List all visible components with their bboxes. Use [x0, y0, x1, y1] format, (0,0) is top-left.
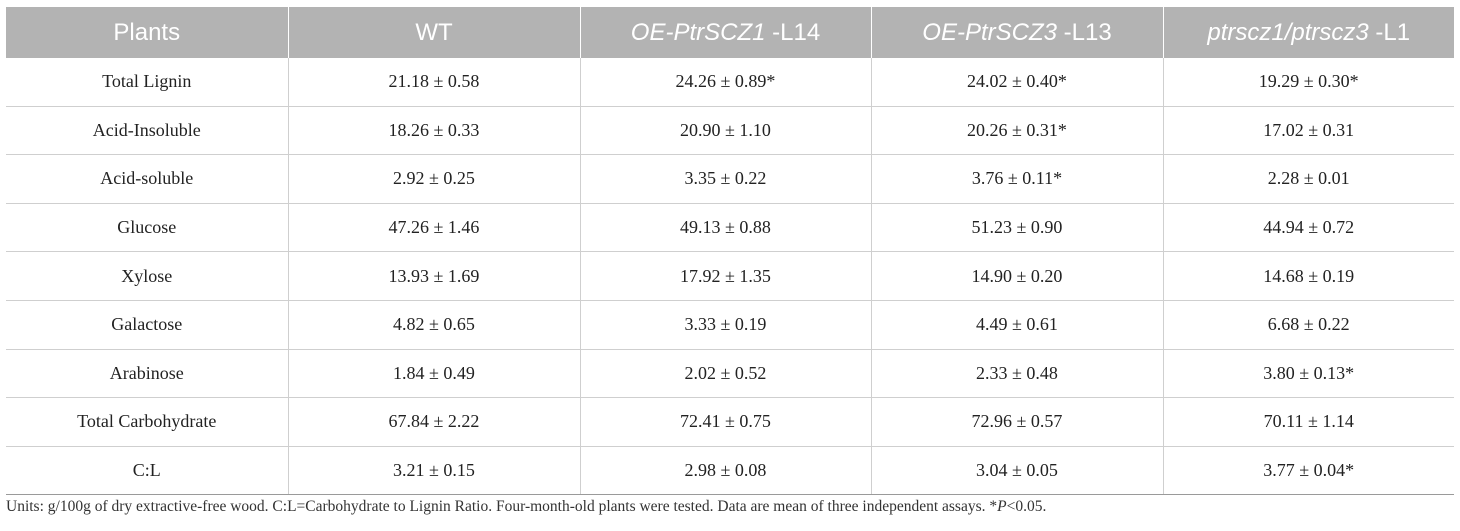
table-cell: 18.26 ± 0.33: [287, 106, 580, 156]
data-table: Plants WT OE-PtrSCZ1 -L14 OE-PtrSCZ3 -L1…: [6, 7, 1454, 496]
row-label: Xylose: [6, 251, 288, 301]
header-row: Plants WT OE-PtrSCZ1 -L14 OE-PtrSCZ3 -L1…: [6, 7, 1454, 58]
table-cell: 3.35 ± 0.22: [579, 154, 871, 204]
table-cell: 3.21 ± 0.15: [287, 446, 580, 496]
header-wt: WT: [287, 7, 581, 58]
row-label: Acid-Insoluble: [6, 106, 288, 156]
table-row: Total Carbohydrate 67.84 ± 2.22 72.41 ± …: [6, 397, 1454, 447]
table-cell: 67.84 ± 2.22: [287, 397, 580, 447]
table-cell: 17.02 ± 0.31: [1162, 106, 1454, 156]
table-row: Glucose 47.26 ± 1.46 49.13 ± 0.88 51.23 …: [6, 203, 1454, 253]
table-cell: 13.93 ± 1.69: [287, 251, 580, 301]
table-cell: 49.13 ± 0.88: [579, 203, 871, 253]
table-cell: 24.26 ± 0.89*: [579, 58, 871, 107]
table-cell: 3.80 ± 0.13*: [1162, 349, 1454, 399]
table-cell: 4.49 ± 0.61: [870, 300, 1163, 350]
table-footnote: Units: g/100g of dry extractive-free woo…: [6, 498, 1454, 516]
table-cell: 1.84 ± 0.49: [287, 349, 580, 399]
footnote-p-threshold: <0.05.: [1006, 498, 1047, 515]
row-label: Acid-soluble: [6, 154, 288, 204]
table-cell: 4.82 ± 0.65: [287, 300, 580, 350]
table-cell: 51.23 ± 0.90: [870, 203, 1163, 253]
table-cell: 70.11 ± 1.14: [1162, 397, 1454, 447]
table-cell: 47.26 ± 1.46: [287, 203, 580, 253]
table-row: Arabinose 1.84 ± 0.49 2.02 ± 0.52 2.33 ±…: [6, 349, 1454, 399]
table-cell: 14.90 ± 0.20: [870, 251, 1163, 301]
table-cell: 21.18 ± 0.58: [287, 58, 580, 107]
table-cell: 24.02 ± 0.40*: [870, 58, 1163, 107]
data-table-container: Plants WT OE-PtrSCZ1 -L14 OE-PtrSCZ3 -L1…: [6, 7, 1454, 496]
table-row: Xylose 13.93 ± 1.69 17.92 ± 1.35 14.90 ±…: [6, 251, 1454, 301]
table-row: Acid-soluble 2.92 ± 0.25 3.35 ± 0.22 3.7…: [6, 154, 1454, 204]
header-oe-ptrscz1: OE-PtrSCZ1 -L14: [579, 7, 872, 58]
table-row: Galactose 4.82 ± 0.65 3.33 ± 0.19 4.49 ±…: [6, 300, 1454, 350]
table-cell: 2.02 ± 0.52: [579, 349, 871, 399]
table-cell: 20.90 ± 1.10: [579, 106, 871, 156]
table-row: C:L 3.21 ± 0.15 2.98 ± 0.08 3.04 ± 0.05 …: [6, 446, 1454, 496]
table-cell: 2.92 ± 0.25: [287, 154, 580, 204]
header-ptrscz1-ptrscz3: ptrscz1/ptrscz3 -L1: [1162, 7, 1454, 58]
table-cell: 6.68 ± 0.22: [1162, 300, 1454, 350]
table-cell: 44.94 ± 0.72: [1162, 203, 1454, 253]
table-cell: 3.33 ± 0.19: [579, 300, 871, 350]
header-oe-ptrscz3: OE-PtrSCZ3 -L13: [870, 7, 1164, 58]
table-body: Total Lignin 21.18 ± 0.58 24.26 ± 0.89* …: [6, 58, 1454, 496]
footnote-p-symbol: P: [997, 498, 1007, 515]
table-cell: 72.41 ± 0.75: [579, 397, 871, 447]
row-label: C:L: [6, 446, 288, 496]
row-label: Total Lignin: [6, 58, 288, 107]
table-cell: 19.29 ± 0.30*: [1162, 58, 1454, 107]
header-plants: Plants: [6, 7, 289, 58]
table-header: Plants WT OE-PtrSCZ1 -L14 OE-PtrSCZ3 -L1…: [6, 7, 1454, 58]
table-cell: 3.04 ± 0.05: [870, 446, 1163, 496]
table-cell: 17.92 ± 1.35: [579, 251, 871, 301]
row-label: Arabinose: [6, 349, 288, 399]
row-label: Glucose: [6, 203, 288, 253]
footnote-text: Units: g/100g of dry extractive-free woo…: [6, 498, 998, 515]
table-row: Total Lignin 21.18 ± 0.58 24.26 ± 0.89* …: [6, 58, 1454, 107]
table-cell: 2.98 ± 0.08: [579, 446, 871, 496]
table-cell: 3.76 ± 0.11*: [870, 154, 1163, 204]
row-label: Total Carbohydrate: [6, 397, 288, 447]
row-label: Galactose: [6, 300, 288, 350]
table-cell: 14.68 ± 0.19: [1162, 251, 1454, 301]
table-cell: 2.28 ± 0.01: [1162, 154, 1454, 204]
table-row: Acid-Insoluble 18.26 ± 0.33 20.90 ± 1.10…: [6, 106, 1454, 156]
table-cell: 20.26 ± 0.31*: [870, 106, 1163, 156]
table-cell: 2.33 ± 0.48: [870, 349, 1163, 399]
table-cell: 72.96 ± 0.57: [870, 397, 1163, 447]
table-cell: 3.77 ± 0.04*: [1162, 446, 1454, 496]
